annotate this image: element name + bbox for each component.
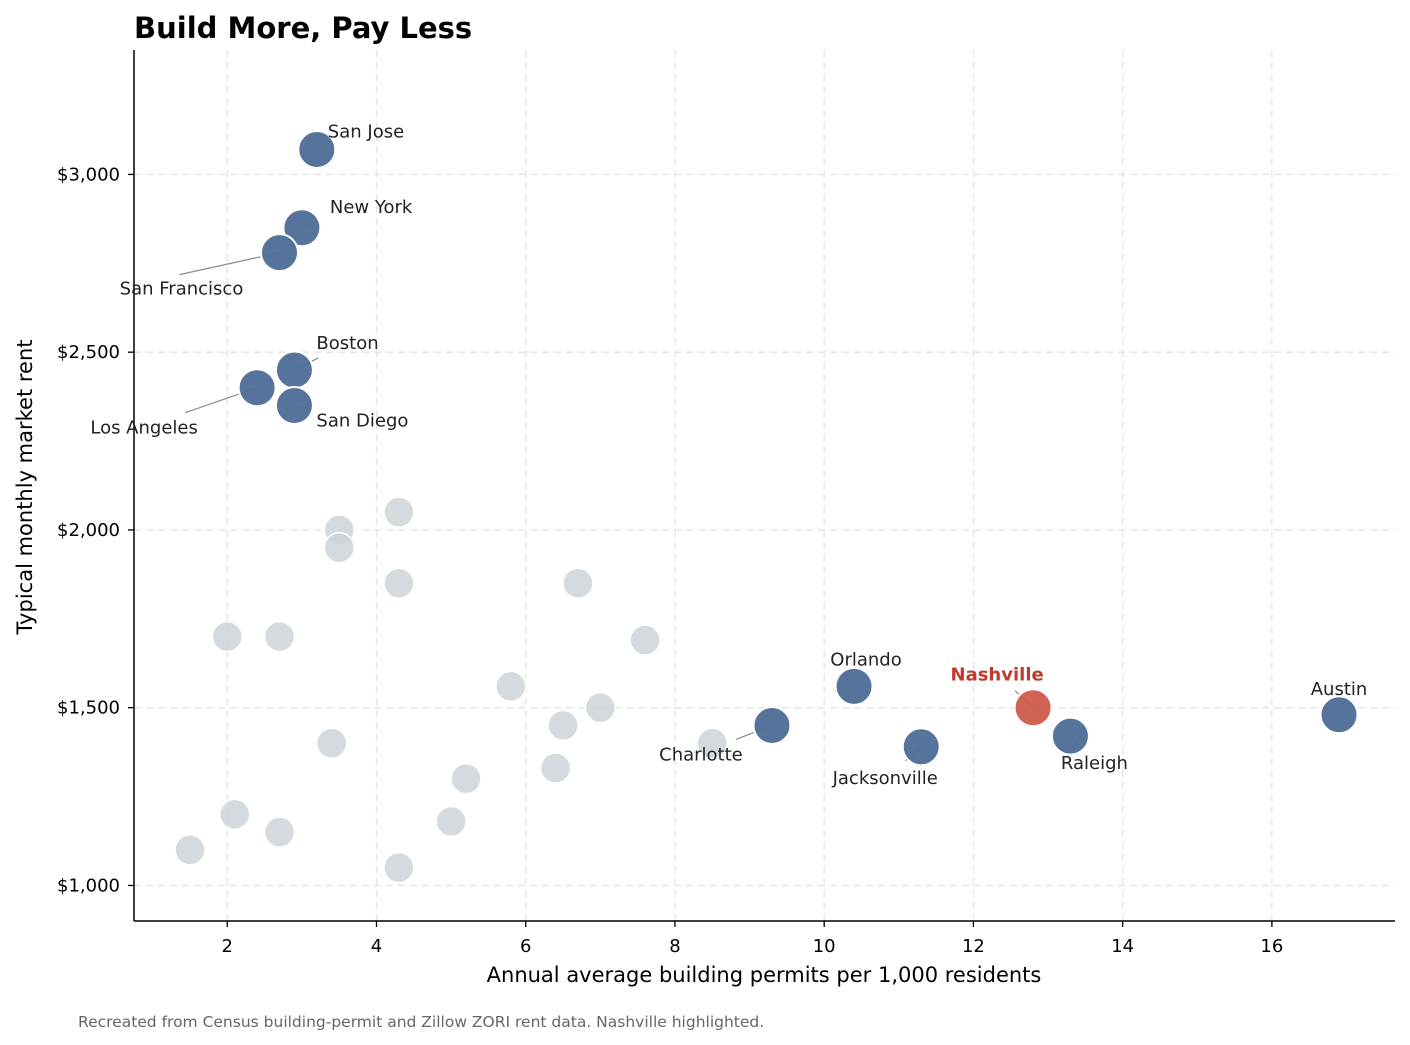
background-point <box>696 727 729 759</box>
grid-layer <box>134 50 1395 921</box>
y-tick-label: $3,000 <box>57 164 120 185</box>
background-point <box>211 620 244 653</box>
point-jacksonville <box>901 727 941 767</box>
x-tick-label: 4 <box>371 936 382 957</box>
label-raleigh: Raleigh <box>1061 753 1128 774</box>
background-point <box>562 567 594 600</box>
point-boston <box>274 350 314 390</box>
background-point <box>584 691 617 724</box>
background-point <box>263 816 296 848</box>
background-point <box>323 531 355 564</box>
leader-layer <box>179 224 1079 762</box>
y-tick-label: $1,000 <box>57 875 120 896</box>
label-san-jose: San Jose <box>328 122 404 143</box>
label-austin: Austin <box>1311 679 1368 700</box>
label-san-diego: San Diego <box>316 411 408 432</box>
x-tick-label: 8 <box>669 936 680 957</box>
background-point <box>547 709 579 742</box>
background-point <box>495 670 527 703</box>
x-tick-label: 12 <box>962 936 985 957</box>
labeled-points <box>237 130 1359 767</box>
label-boston: Boston <box>316 333 378 354</box>
y-tick-label: $1,500 <box>57 698 120 719</box>
background-point <box>435 805 467 838</box>
point-san-jose <box>297 130 337 170</box>
label-los-angeles: Los Angeles <box>90 418 198 439</box>
chart-caption: Recreated from Census building-permit an… <box>78 1013 764 1031</box>
point-austin <box>1319 695 1359 735</box>
point-new-york <box>282 208 322 248</box>
background-point <box>263 620 296 653</box>
point-charlotte <box>752 705 792 745</box>
background-point <box>383 851 415 884</box>
x-tick-label: 10 <box>813 936 836 957</box>
background-point <box>218 798 251 831</box>
x-tick-label: 16 <box>1260 936 1283 957</box>
x-tick-label: 14 <box>1111 936 1134 957</box>
background-point <box>383 567 415 600</box>
x-tick-label: 2 <box>222 936 233 957</box>
background-point <box>174 834 206 866</box>
y-tick-label: $2,000 <box>57 520 120 541</box>
background-point <box>383 496 415 528</box>
y-tick-label: $2,500 <box>57 342 120 363</box>
label-nashville: Nashville <box>951 665 1044 686</box>
point-los-angeles <box>237 368 277 408</box>
y-axis-label: Typical monthly market rent <box>13 339 37 635</box>
x-axis-label: Annual average building permits per 1,00… <box>487 963 1042 987</box>
axis-layer: 2 4 6 8 10 12 14 16 $1,000 $1,500 $2,000 $2,500 $3,0… <box>57 50 1395 957</box>
city-labels: San Jose New York San Francisco Boston Los A… <box>90 122 1367 789</box>
background-point <box>539 752 572 784</box>
label-jacksonville: Jacksonville <box>832 768 938 789</box>
background-point <box>629 624 661 656</box>
chart-title: Build More, Pay Less <box>134 11 472 45</box>
label-san-francisco: San Francisco <box>120 279 244 300</box>
label-new-york: New York <box>330 197 413 218</box>
point-nashville <box>1013 688 1053 728</box>
x-tick-label: 6 <box>520 936 531 957</box>
label-orlando: Orlando <box>830 649 901 670</box>
point-orlando <box>834 666 874 706</box>
point-san-diego <box>274 386 314 426</box>
background-point <box>315 727 348 759</box>
point-raleigh <box>1050 716 1090 756</box>
background-points <box>174 496 729 884</box>
background-point <box>450 763 482 795</box>
label-charlotte: Charlotte <box>659 744 743 765</box>
point-san-francisco <box>260 233 299 273</box>
